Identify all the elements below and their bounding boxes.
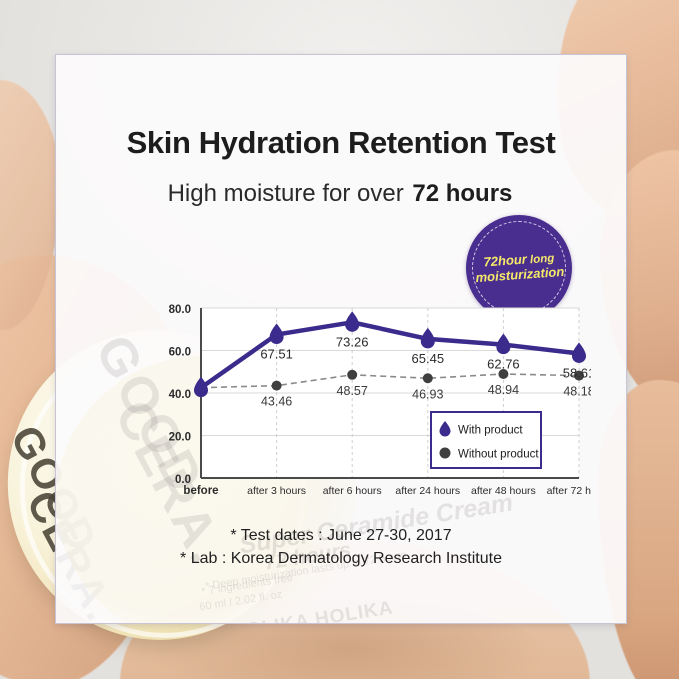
data-point-with-product	[496, 333, 511, 355]
x-axis-tick-label: after 48 hours	[471, 485, 536, 497]
info-card: GOOD CERA. Super Ceramide Cream 72 hours…	[55, 54, 627, 624]
y-axis-tick-label: 80.0	[169, 304, 191, 316]
data-point-with-product	[194, 376, 208, 398]
data-label-with-product: 73.26	[336, 334, 369, 349]
subtitle-highlight: 72 hours	[412, 180, 513, 207]
data-label-with-product: 65.45	[412, 351, 445, 366]
hydration-line-chart: 0.0 20.0 40.0 60.0 80.0 before after 3 hours af…	[101, 240, 591, 515]
series-line-with-product	[198, 320, 582, 390]
data-point-without-product	[498, 369, 509, 380]
data-label-with-product: 58.61	[563, 365, 591, 380]
y-axis-tick-label: 40.0	[169, 389, 191, 401]
data-label-with-product: 62.76	[487, 357, 520, 372]
footnote-lab: * Lab : Korea Dermatology Research Insti…	[180, 550, 502, 567]
data-label-without-product: 46.93	[412, 387, 443, 401]
subtitle-container: High moisture for over 72 hours	[56, 180, 626, 208]
y-axis-tick-label: 0.0	[175, 474, 191, 486]
footnote-test-dates: * Test dates : June 27-30, 2017	[230, 527, 452, 544]
data-point-with-product	[269, 323, 284, 345]
data-label-without-product: 48.94	[488, 383, 519, 397]
x-axis-tick-label: before	[183, 485, 218, 497]
data-point-without-product	[347, 369, 358, 380]
data-point-without-product	[422, 373, 433, 384]
moisturization-badge: 72hour long moisturization	[466, 215, 572, 321]
data-label-with-product: 67.51	[260, 347, 293, 362]
subtitle-prefix: High moisture for over	[167, 180, 411, 207]
data-point-with-product	[420, 327, 435, 349]
x-axis-tick-label: after 3 hours	[247, 485, 306, 497]
data-point-with-product	[345, 311, 360, 332]
page-title: Skin Hydration Retention Test	[126, 125, 556, 160]
data-point-without-product	[271, 380, 282, 391]
legend-label: With product	[458, 425, 523, 437]
chart-legend	[430, 411, 542, 469]
legend-circle-icon	[439, 447, 451, 459]
series-line-without-product	[200, 373, 580, 389]
data-point-without-product	[574, 370, 584, 381]
y-axis-tick-label: 20.0	[169, 432, 191, 444]
y-axis-tick-label: 60.0	[169, 347, 191, 359]
data-label-without-product: 43.46	[261, 395, 292, 409]
legend-droplet-icon	[439, 421, 451, 437]
data-label-without-product: 48.57	[337, 384, 368, 398]
legend-label: Without product	[458, 449, 539, 461]
subtitle: High moisture for over 72 hours	[168, 180, 515, 208]
footnotes: * Test dates : June 27-30, 2017 * Lab : …	[56, 527, 626, 568]
data-point-with-product	[572, 342, 586, 363]
x-axis-tick-label: after 24 hours	[395, 485, 460, 497]
x-axis-tick-label: after 6 hours	[323, 485, 382, 497]
x-axis-tick-label: after 72 hours	[547, 485, 591, 497]
chart-svg: 0.0 20.0 40.0 60.0 80.0 before after 3 hours af…	[169, 304, 591, 497]
data-label-without-product: 48.18	[563, 385, 591, 399]
